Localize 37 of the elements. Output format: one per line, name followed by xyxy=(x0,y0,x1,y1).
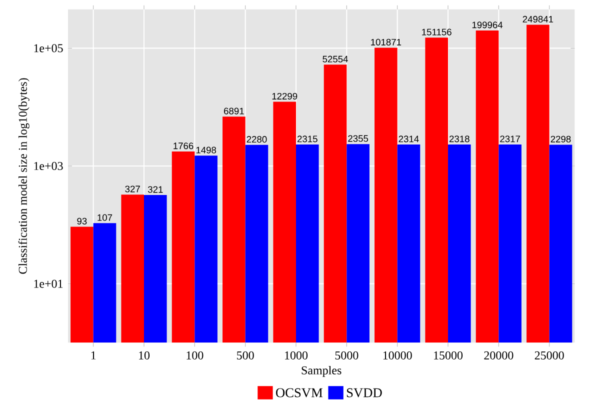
y-axis-title: Classification model size in log10(bytes) xyxy=(18,78,30,274)
y-tick-label: 1e+01 xyxy=(34,280,63,288)
y-tick-label: 1e+05 xyxy=(34,44,63,52)
legend-label: OCSVM xyxy=(276,388,323,398)
data-label: 2355 xyxy=(348,135,368,142)
x-tick-label: 100 xyxy=(186,351,204,360)
data-label: 93 xyxy=(77,218,87,224)
data-label: 151156 xyxy=(422,28,452,36)
x-axis-title: Samples xyxy=(302,366,342,377)
x-tick-label: 10 xyxy=(139,351,150,360)
x-tick-label: 10000 xyxy=(383,351,412,360)
x-tick-label: 5000 xyxy=(335,351,358,360)
data-label: 12299 xyxy=(272,92,298,100)
data-label: 2298 xyxy=(550,136,571,142)
data-label: 199964 xyxy=(472,22,503,28)
data-label: 2318 xyxy=(449,136,470,142)
x-tick-label: 15000 xyxy=(434,351,463,360)
data-label: 2314 xyxy=(398,136,419,142)
x-tick-label: 1000 xyxy=(285,351,308,360)
data-label: 6891 xyxy=(224,108,244,114)
legend-label: SVDD xyxy=(346,388,382,398)
data-label: 2280 xyxy=(246,136,267,143)
data-label: 107 xyxy=(98,214,112,221)
data-label: 2317 xyxy=(500,136,520,142)
data-label: 249841 xyxy=(522,16,554,23)
x-tick-label: 500 xyxy=(237,351,254,360)
data-label: 327 xyxy=(125,186,140,192)
data-label: 52554 xyxy=(322,56,348,62)
data-label: 2315 xyxy=(297,136,318,142)
x-tick-label: 20000 xyxy=(484,351,514,360)
data-label: 101871 xyxy=(371,38,402,46)
y-tick-label: 1e+03 xyxy=(34,162,63,170)
x-tick-label: 25000 xyxy=(534,351,564,360)
x-tick-label: 1 xyxy=(91,351,96,360)
data-label: 321 xyxy=(148,186,163,193)
data-label: 1766 xyxy=(174,142,194,150)
data-label: 1498 xyxy=(196,146,216,154)
